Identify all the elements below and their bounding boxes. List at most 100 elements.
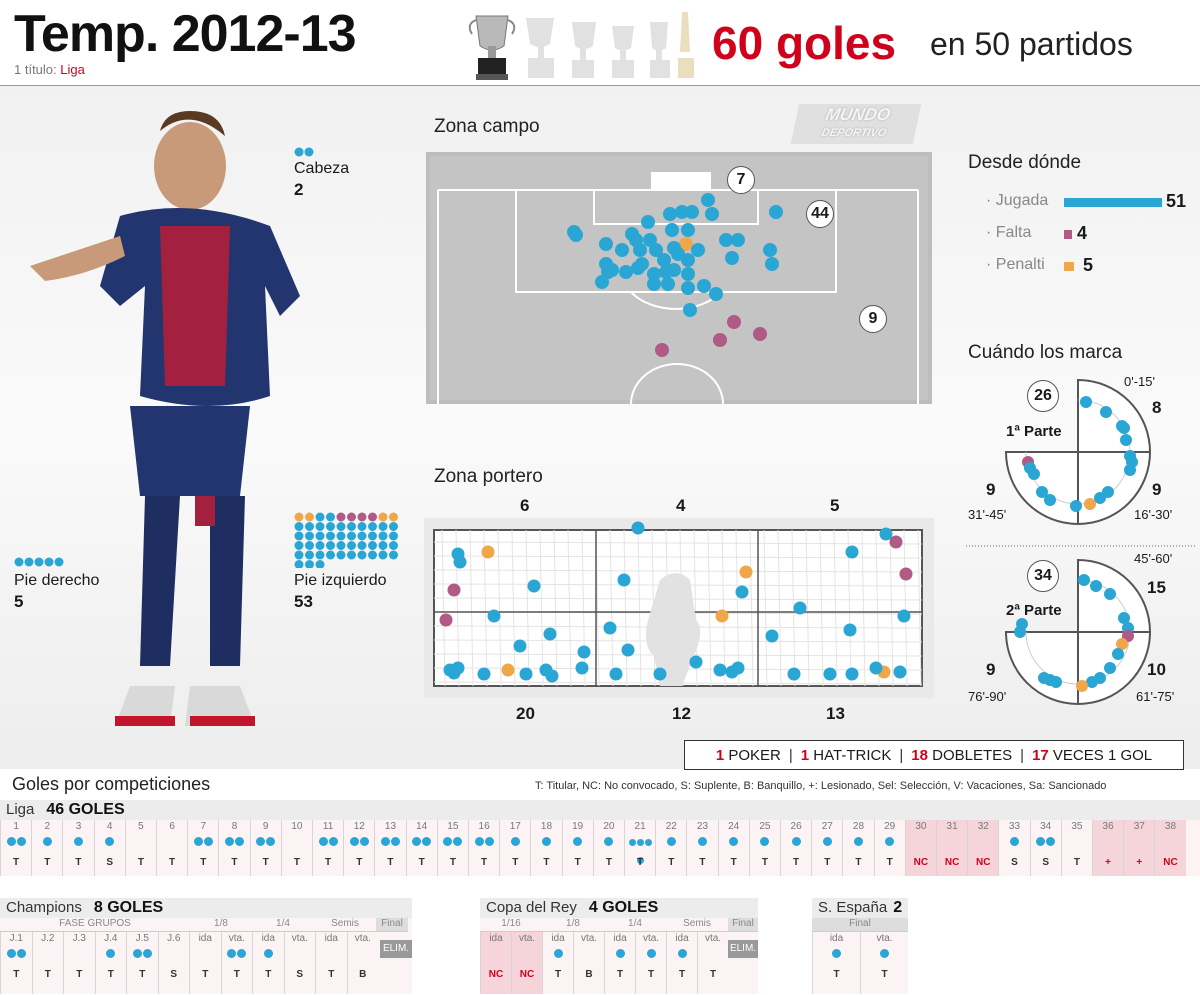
shot-dot — [661, 277, 675, 291]
goal-dot — [6, 949, 16, 958]
pie-izquierdo-value: 53 — [294, 592, 313, 611]
goal-dot — [305, 512, 314, 522]
goal-dot — [73, 837, 83, 846]
match-cell: J.2 T — [31, 932, 64, 994]
goal-dot — [349, 837, 359, 846]
match-cell: vta. T — [635, 932, 666, 994]
pie-derecho-label: Pie derecho — [14, 572, 100, 589]
match-number: 29 — [884, 821, 896, 832]
match-goals — [563, 835, 593, 853]
match-goals — [469, 835, 499, 853]
shot-dot — [439, 613, 453, 627]
match-goals — [719, 835, 749, 853]
match-cell: 11 T — [312, 820, 343, 876]
shot-dot — [689, 655, 703, 669]
goal-dot — [328, 837, 338, 846]
goal-dot — [347, 522, 356, 531]
match-cell: 20 T — [592, 820, 624, 876]
goal-dot — [315, 522, 325, 531]
match-goals — [1, 835, 31, 853]
time-dot — [1118, 612, 1130, 624]
goal-dot — [256, 837, 266, 846]
goal-dot — [389, 531, 398, 541]
goal-dot — [326, 522, 335, 531]
shot-dot — [845, 545, 859, 559]
goal-dot — [237, 949, 247, 958]
goal-dot — [227, 949, 237, 958]
match-number: 32 — [977, 821, 989, 832]
match-number: ida — [551, 933, 565, 944]
portero-top-center: 4 — [676, 496, 686, 515]
match-goals — [63, 835, 93, 853]
shot-dot — [663, 207, 677, 221]
match-goals — [625, 835, 655, 864]
match-number: 1 — [13, 821, 19, 832]
match-cell: ida T — [604, 932, 635, 994]
match-number: 11 — [322, 821, 334, 832]
match-status: + — [1105, 857, 1112, 868]
shot-dot — [655, 343, 669, 357]
goal-dot — [646, 949, 656, 958]
goal-dot — [6, 837, 16, 846]
match-status: T — [233, 969, 240, 980]
goal-dot — [16, 837, 26, 846]
goal-dot — [305, 541, 314, 550]
goal-dot — [378, 512, 388, 522]
time-dot — [1124, 464, 1136, 476]
match-cell: 12 T — [343, 820, 374, 876]
match-cell: ida T — [189, 932, 221, 994]
goal-dot — [294, 550, 304, 560]
shot-dot — [577, 645, 591, 659]
goal-dot — [357, 522, 367, 531]
liga-goals: 46 GOLES — [46, 801, 125, 818]
shot-dot — [769, 205, 783, 219]
second-half-total: 34 — [1027, 560, 1059, 592]
shot-dot — [681, 267, 695, 281]
shot-dot — [727, 315, 741, 329]
match-number: 30 — [915, 821, 927, 832]
shot-dot — [681, 253, 695, 267]
match-goals — [344, 835, 374, 853]
match-status: T — [647, 969, 655, 980]
goal-dot — [378, 522, 388, 531]
match-number: 9 — [262, 821, 269, 832]
copa-header: Copa del Rey 4 GOLES — [480, 898, 758, 918]
match-status: T — [554, 969, 562, 980]
shot-dot — [753, 327, 767, 341]
match-status: T — [387, 857, 394, 868]
goal-dot — [263, 949, 273, 958]
goal-dot — [305, 560, 314, 568]
match-status: T — [543, 857, 550, 868]
brand-logo: MUNDO DEPORTIVO — [790, 104, 922, 144]
shot-dot — [543, 627, 557, 641]
champions-goals: 8 GOLES — [93, 899, 164, 916]
round-header: Final — [376, 918, 408, 932]
match-status: T — [1073, 857, 1080, 868]
goal-dot — [378, 531, 388, 541]
cabeza-value: 2 — [294, 180, 304, 199]
match-status: NC — [976, 857, 991, 868]
goal-dot — [412, 837, 422, 846]
shot-dot — [653, 667, 667, 681]
match-number: J.1 — [9, 933, 23, 944]
goal-dot — [677, 949, 687, 958]
portero-bottom-left: 20 — [516, 704, 535, 723]
match-cell: 19 T — [561, 820, 593, 876]
shot-dot — [731, 233, 745, 247]
shot-dot — [647, 277, 661, 291]
time-dot — [1112, 648, 1124, 660]
shot-dot — [681, 281, 695, 295]
champions-matches: FASE GRUPOS 1/8 1/4 Semis Final J.1 T J.2 T J.3 T J… — [0, 918, 412, 994]
copa-name: Copa del Rey — [486, 899, 577, 916]
match-goals — [750, 835, 780, 853]
match-number: J.3 — [72, 933, 86, 944]
goal-dot — [378, 550, 388, 560]
shot-dot — [765, 629, 779, 643]
match-goals — [407, 835, 437, 853]
match-goals — [605, 947, 635, 965]
shot-dot — [447, 583, 461, 597]
jugada-bar — [1064, 198, 1162, 207]
